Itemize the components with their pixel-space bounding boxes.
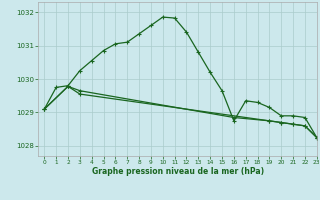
X-axis label: Graphe pression niveau de la mer (hPa): Graphe pression niveau de la mer (hPa) [92,167,264,176]
